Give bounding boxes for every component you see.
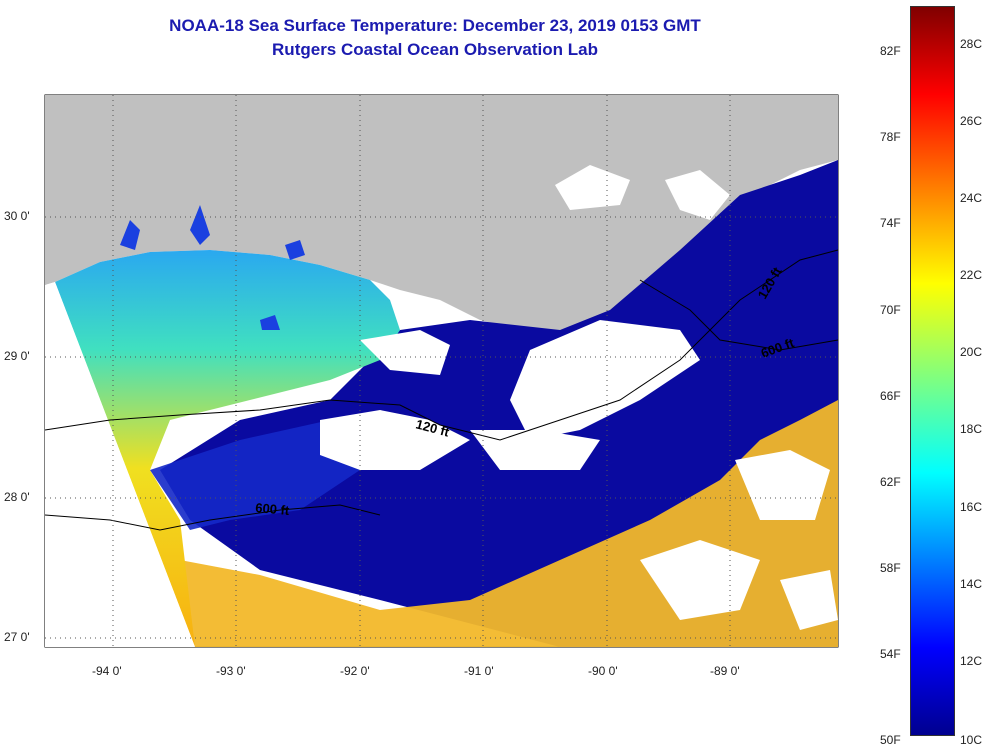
gridlines bbox=[45, 95, 838, 647]
cb-f-54: 54F bbox=[880, 647, 901, 661]
cb-f-50: 50F bbox=[880, 733, 901, 747]
colorbar bbox=[910, 6, 955, 736]
lon-label-90: -90 0' bbox=[588, 664, 618, 678]
lon-label-93: -93 0' bbox=[216, 664, 246, 678]
lon-label-92: -92 0' bbox=[340, 664, 370, 678]
cb-c-20: 20C bbox=[960, 345, 983, 359]
cb-f-70: 70F bbox=[880, 303, 901, 317]
cb-f-74: 74F bbox=[880, 216, 901, 230]
map-title: NOAA-18 Sea Surface Temperature: Decembe… bbox=[169, 16, 701, 35]
lat-label-30: 30 0' bbox=[4, 209, 30, 223]
cb-c-28: 28C bbox=[960, 37, 983, 51]
lat-label-27: 27 0' bbox=[4, 630, 30, 644]
colorbar-gradient bbox=[911, 7, 954, 735]
swath-edge bbox=[45, 282, 195, 647]
lat-label-29: 29 0' bbox=[4, 349, 30, 363]
lon-label-89: -89 0' bbox=[710, 664, 740, 678]
cb-f-62: 62F bbox=[880, 475, 901, 489]
cb-c-16: 16C bbox=[960, 500, 983, 514]
western-swath bbox=[55, 250, 400, 647]
inland-water bbox=[120, 205, 305, 330]
contour-label-600-a: 600 ft bbox=[255, 500, 291, 518]
map-subtitle: Rutgers Coastal Ocean Observation Lab bbox=[272, 40, 598, 59]
clouds bbox=[320, 165, 838, 630]
cb-c-26: 26C bbox=[960, 114, 983, 128]
cb-f-82: 82F bbox=[880, 44, 901, 58]
cb-c-14: 14C bbox=[960, 577, 983, 591]
cb-f-78: 78F bbox=[880, 130, 901, 144]
cb-c-24: 24C bbox=[960, 191, 983, 205]
cb-c-12: 12C bbox=[960, 654, 983, 668]
cb-c-10: 10C bbox=[960, 733, 983, 747]
lon-label-94: -94 0' bbox=[92, 664, 122, 678]
cb-c-22: 22C bbox=[960, 268, 983, 282]
lat-label-28: 28 0' bbox=[4, 490, 30, 504]
cb-c-18: 18C bbox=[960, 422, 983, 436]
land-mass bbox=[45, 95, 838, 330]
lon-label-91: -91 0' bbox=[464, 664, 494, 678]
cb-f-66: 66F bbox=[880, 389, 901, 403]
cb-f-58: 58F bbox=[880, 561, 901, 575]
